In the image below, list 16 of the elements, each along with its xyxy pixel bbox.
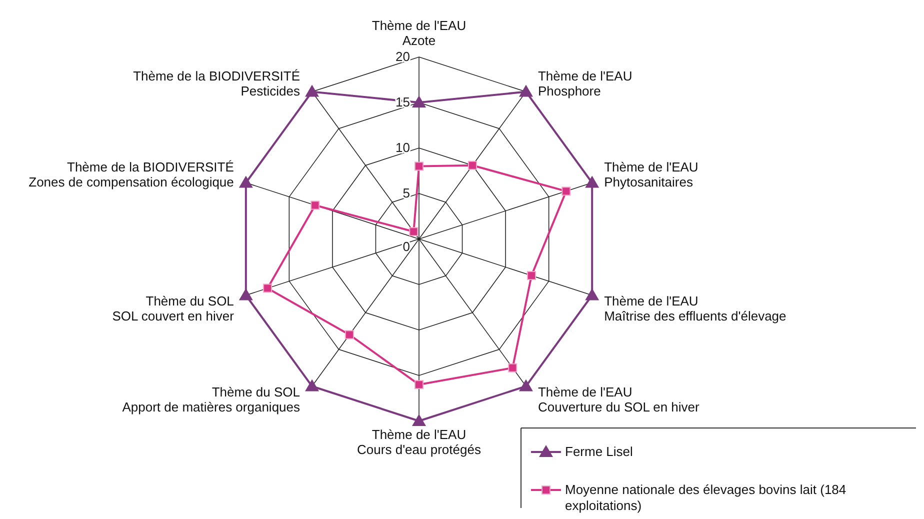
spoke-label: Thème de l'EAU Couverture du SOL en hiver	[538, 384, 700, 415]
spoke-label: Thème de la BIODIVERSITÉ Pesticides	[133, 68, 301, 98]
spoke-label: Thème de l'EAU Cours d'eau protégés	[357, 427, 482, 457]
y-tick-label: 10	[396, 140, 410, 155]
y-tick-label: 5	[402, 186, 410, 200]
y-tick-label: 0	[402, 239, 410, 254]
spoke-label: Thème de l'EAU Azote	[372, 18, 466, 48]
spoke-label: Thème du SOL SOL couvert en hiver	[112, 294, 235, 324]
spoke-label: Thème de l'EAU Phytosanitaires	[604, 159, 698, 190]
y-tick-label: 20	[396, 49, 410, 64]
spoke-label: Thème de la BIODIVERSITÉ Zones de compensation écologique	[28, 159, 234, 190]
spoke-label: Thème de l'EAU Phosphore	[538, 68, 632, 98]
spoke-label: Thème du SOL Apport de matières organiques	[122, 384, 301, 415]
legend-label: Moyenne nationale des élevages bovins lait (184 exploitations)	[565, 482, 846, 513]
legend-label: Ferme Lisel	[565, 444, 634, 459]
spoke-label: Thème de l'EAU Maîtrise des effluents d'élevage	[604, 294, 786, 324]
